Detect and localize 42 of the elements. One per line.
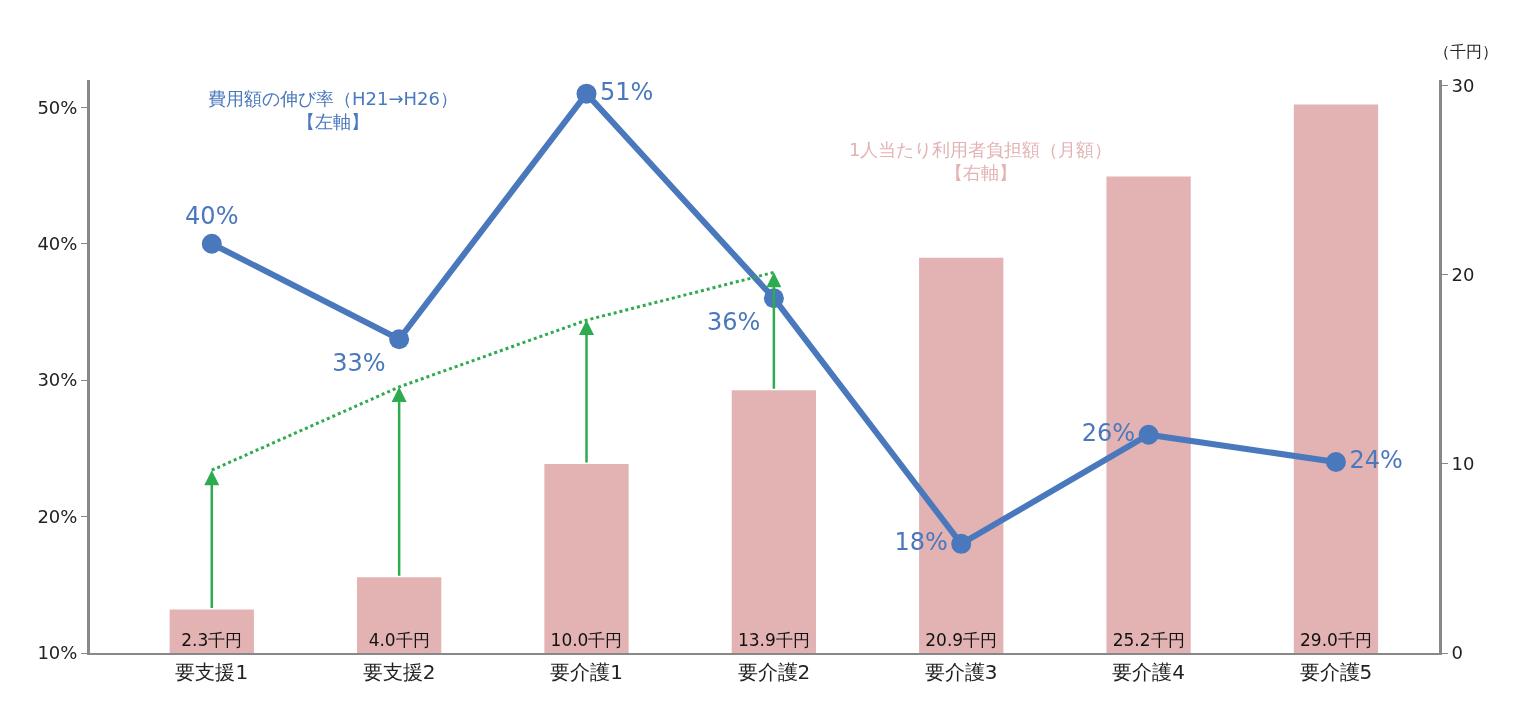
y-tick-label: 20%: [37, 505, 78, 527]
data-label: 51%: [600, 77, 654, 106]
x-tick-label: 要介護3: [924, 660, 998, 684]
y2-tick-label: 0: [1451, 642, 1464, 664]
y2-axis-title: （千円）: [1434, 42, 1498, 61]
series-label: 1人当たり利用者負担額（月額）【右軸】: [849, 139, 1113, 184]
bar: [731, 390, 817, 653]
y2-tick-label: 10: [1451, 453, 1475, 475]
data-label: 10.0千円: [550, 630, 623, 650]
y-tick-label: 50%: [37, 96, 78, 118]
point: [201, 233, 222, 254]
point: [576, 83, 597, 104]
data-label: 4.0千円: [368, 630, 430, 650]
y-tick-label: 30%: [37, 369, 78, 391]
point: [389, 329, 410, 350]
data-label: 33%: [332, 348, 386, 377]
x-tick-label: 要支援1: [175, 660, 249, 684]
data-label: 26%: [1081, 418, 1136, 447]
y-tick-label: 10%: [37, 642, 78, 664]
point: [1138, 424, 1159, 445]
data-label: 20.9千円: [925, 630, 998, 650]
y-tick-label: 40%: [37, 233, 78, 255]
x-tick-label: 要介護4: [1112, 660, 1185, 684]
data-label: 2.3千円: [181, 630, 243, 650]
data-label: 25.2千円: [1112, 630, 1185, 650]
data-label: 36%: [707, 307, 761, 336]
x-tick-label: 要支援2: [362, 660, 436, 684]
data-label: 24%: [1349, 446, 1403, 474]
x-tick-label: 要介護2: [737, 660, 811, 684]
text: 費用額の伸び率（H21→H26）【左軸】: [208, 88, 458, 133]
y2-tick-label: 20: [1451, 264, 1475, 286]
data-label: 18%: [894, 527, 948, 556]
y2-tick-label: 30: [1451, 74, 1475, 96]
bar: [544, 463, 629, 653]
bar: [356, 577, 442, 653]
data-label: 13.9千円: [737, 630, 810, 650]
x-tick-label: 要介護5: [1299, 660, 1373, 684]
point: [1325, 452, 1346, 472]
data-label: 40%: [185, 202, 239, 231]
x-tick-label: 要介護1: [550, 660, 623, 684]
data-label: 29.0千円: [1300, 630, 1372, 650]
point: [951, 533, 972, 554]
